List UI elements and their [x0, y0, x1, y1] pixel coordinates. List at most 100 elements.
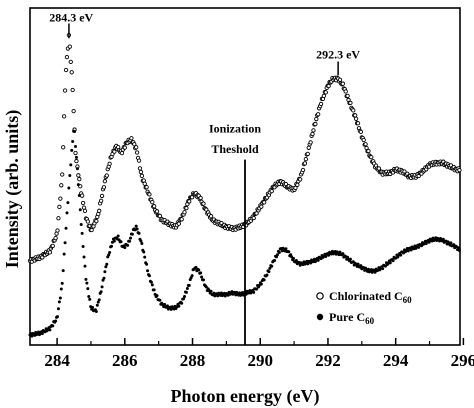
data-point [406, 249, 410, 253]
data-point [65, 211, 69, 215]
data-point [187, 283, 191, 287]
data-point [314, 116, 319, 122]
data-point [71, 108, 76, 114]
data-point [163, 302, 167, 306]
data-point [316, 112, 321, 117]
data-point [102, 179, 108, 184]
legend-label: Chlorinated C60 [329, 289, 412, 305]
data-point [287, 250, 291, 254]
data-point [194, 265, 198, 269]
data-point [137, 166, 143, 171]
data-point [184, 290, 188, 294]
data-point [150, 283, 154, 287]
data-point [293, 185, 298, 190]
data-point [388, 261, 392, 265]
data-point [275, 253, 279, 257]
data-point [112, 149, 117, 154]
data-point [64, 226, 68, 230]
data-point [316, 258, 320, 262]
data-point [74, 158, 79, 164]
peak-label-284: 284.3 eV [49, 10, 93, 24]
data-point [76, 173, 81, 178]
data-point [81, 245, 85, 249]
y-axis-title: Intensity (arb. units) [2, 110, 23, 269]
ionization-label: Ionization [209, 122, 261, 136]
data-point [341, 252, 345, 256]
data-point [180, 301, 184, 305]
data-point [144, 184, 149, 190]
data-point [199, 271, 203, 275]
data-point [345, 93, 350, 99]
data-point [74, 155, 78, 159]
data-point [79, 222, 83, 226]
data-point [128, 239, 132, 243]
data-point [64, 54, 70, 60]
x-tick-label: 290 [247, 351, 273, 370]
data-point [136, 158, 142, 163]
data-point [128, 236, 132, 240]
data-point [142, 181, 147, 186]
data-point [51, 324, 55, 328]
data-point [318, 101, 324, 107]
data-point [54, 319, 58, 323]
data-point [391, 259, 395, 263]
data-point [255, 287, 259, 291]
data-point [119, 240, 123, 244]
data-point [56, 307, 60, 311]
data-point [152, 288, 156, 292]
data-point [85, 281, 89, 285]
data-point [100, 285, 104, 289]
data-point [82, 255, 86, 259]
data-point [295, 182, 300, 188]
data-point [97, 208, 102, 213]
data-point [190, 274, 194, 278]
data-point [310, 131, 315, 137]
data-point [53, 236, 58, 241]
data-point [143, 255, 147, 259]
x-axis-title: Photon energy (eV) [171, 386, 320, 407]
data-point [61, 269, 65, 273]
data-point [298, 177, 303, 182]
data-point [77, 176, 82, 182]
data-point [85, 219, 90, 224]
data-point [208, 214, 214, 219]
data-point [340, 81, 345, 86]
data-point [119, 150, 125, 156]
data-point [137, 231, 141, 235]
data-point [259, 204, 264, 209]
data-point [66, 201, 70, 205]
data-point [353, 113, 358, 118]
data-point [59, 183, 64, 188]
data-point [101, 185, 107, 190]
data-point [284, 247, 288, 251]
data-point [223, 294, 227, 298]
data-point [83, 264, 87, 268]
data-point [441, 237, 445, 241]
data-point [86, 287, 90, 291]
data-point [62, 252, 66, 256]
data-point [57, 204, 62, 210]
data-point [68, 59, 73, 64]
data-point [58, 196, 63, 201]
data-point [457, 168, 462, 173]
data-point [302, 161, 308, 166]
threshold-label: Theshold [211, 142, 259, 156]
data-point [76, 183, 80, 187]
data-point [457, 246, 461, 250]
data-point [69, 70, 74, 75]
data-point [91, 306, 95, 309]
data-point [61, 145, 66, 150]
series-layer [27, 32, 462, 338]
data-point [105, 262, 109, 266]
data-point [361, 137, 366, 143]
data-point [154, 209, 160, 214]
data-point [104, 173, 109, 178]
data-point [112, 239, 116, 243]
data-point [265, 273, 269, 277]
data-point [348, 100, 353, 106]
data-point [184, 205, 189, 211]
data-point [140, 241, 144, 245]
data-point [73, 150, 78, 156]
legend-entry: Chlorinated C60 [316, 289, 412, 305]
data-point [358, 129, 364, 134]
